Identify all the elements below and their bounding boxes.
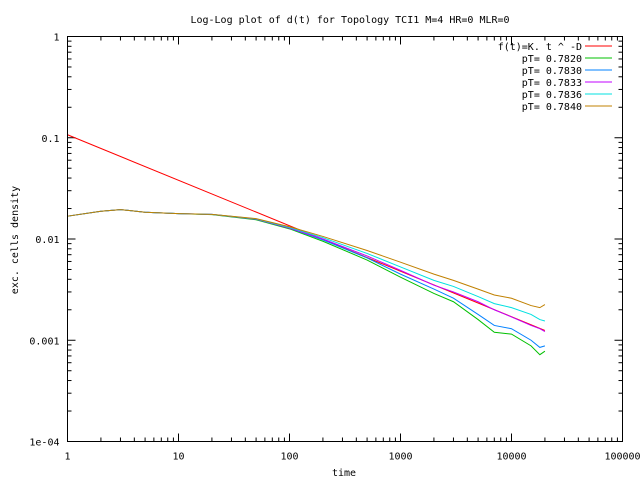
plot-frame	[67, 36, 623, 442]
series-lines	[67, 134, 546, 356]
x-tick-label: 1000	[388, 452, 412, 463]
y-tick-label: 0.001	[29, 336, 59, 347]
legend-label-0: f(t)=K. t ^ -D	[498, 42, 582, 53]
axis-ticks: 1 10 100 1000 10000 100000 1 0.1 0.01 0.001 1e-04	[29, 33, 640, 463]
x-tick-label: 100000	[604, 452, 640, 463]
legend-label-4: pT= 0.7836	[522, 90, 582, 101]
x-tick-label: 100	[280, 452, 298, 463]
legend-label-1: pT= 0.7820	[522, 54, 582, 65]
legend-label-2: pT= 0.7830	[522, 66, 582, 77]
x-axis-label: time	[332, 468, 356, 479]
y-tick-label: 0.1	[41, 134, 59, 145]
y-tick-label: 1e-04	[29, 438, 59, 449]
series-line-5	[67, 209, 546, 309]
chart-title: Log-Log plot of d(t) for Topology TCI1 M…	[190, 15, 509, 26]
legend-label-3: pT= 0.7833	[522, 78, 582, 89]
legend-label-5: pT= 0.7840	[522, 102, 582, 113]
x-tick-label: 1	[64, 452, 70, 463]
y-tick-label: 1	[53, 33, 59, 44]
x-tick-label: 10	[172, 452, 184, 463]
y-axis-label: exc. cells density	[10, 186, 21, 294]
y-tick-label: 0.01	[35, 235, 59, 246]
x-tick-label: 10000	[496, 452, 526, 463]
